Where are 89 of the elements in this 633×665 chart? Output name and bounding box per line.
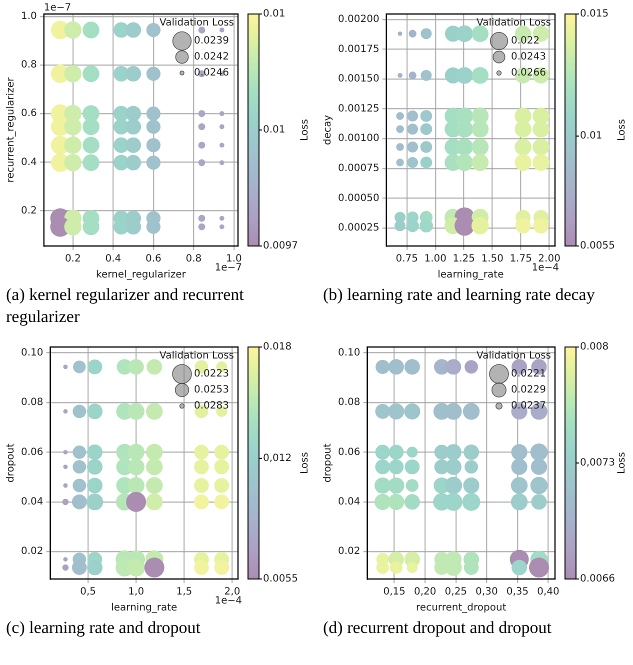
legend-title: Validation Loss: [160, 350, 234, 362]
color-bar-label: 0.0066: [580, 574, 615, 585]
legend-label: 0.0239: [194, 36, 229, 47]
x-tick-label: 0,20: [414, 586, 436, 598]
y-tick-label: 0.2: [20, 205, 37, 216]
y-tick-label: 0.10: [338, 347, 360, 358]
x-tick-label: 1.75: [510, 254, 532, 265]
text: 1e−7: [214, 262, 242, 274]
y-tick-label: 0.02: [338, 546, 360, 558]
x-tick-label: 1.25: [452, 254, 475, 265]
text: (c) learning rate and dropout: [6, 617, 202, 639]
legend-label: 0.022: [511, 36, 540, 47]
legend-label: 0.0242: [194, 52, 229, 63]
text: (a) kernel regularizer and recurrent regularizer: [6, 284, 245, 328]
x-tick-label: 0,25: [444, 586, 468, 598]
y-tick-label: 0.04: [21, 496, 44, 508]
color-bar-label: 0,0073: [580, 458, 615, 469]
y-tick-label: 0.08: [338, 397, 360, 408]
x-axis-title: learning_rate: [438, 270, 504, 281]
y-tick-label: 0.6: [20, 108, 37, 120]
x-tick-label: 0,15: [383, 586, 406, 598]
y-tick-label: 0.00050: [338, 192, 380, 204]
color-bar-label: 0.01: [580, 130, 602, 142]
y-axis-title: dropout: [6, 443, 17, 483]
y-tick-label: 0.10: [21, 347, 44, 358]
x-tick-label: 1.00: [424, 254, 446, 265]
y-tick-label: 0.06: [21, 446, 44, 458]
x-tick-label: 0,5: [80, 586, 96, 598]
x-axis-title: recurrent_dropout: [416, 602, 506, 614]
x-axis-title: learning_rate: [111, 602, 178, 614]
text: (d) recurrent dropout and dropout: [323, 617, 552, 639]
color-bar-label: 0,012: [263, 452, 292, 464]
y-axis-title: dropout: [322, 443, 334, 483]
x-tick-label: 0.75: [396, 254, 418, 265]
legend-label: 0.0246: [194, 68, 229, 79]
legend-label: 0.0221: [511, 368, 546, 380]
x-tick-label: 0,40: [537, 586, 560, 598]
text: 1e−4: [214, 596, 242, 607]
legend-label: 0.0229: [511, 384, 546, 396]
y-tick-label: 0.00150: [338, 74, 380, 85]
legend-label: 0.0266: [511, 68, 546, 79]
y-axis-title: recurrent_regularizer: [6, 76, 17, 183]
x-tick-label: 0,35: [506, 586, 529, 598]
color-bar-title: Loss: [300, 452, 311, 474]
y-axis-title: decay: [322, 114, 334, 146]
x-tick-label: 0.8: [186, 254, 202, 265]
color-bar-title: Loss: [300, 119, 311, 141]
color-bar-label: 0.0055: [263, 574, 298, 585]
y-tick-label: 0.00100: [338, 133, 380, 144]
x-tick-label: 0.2: [64, 254, 81, 265]
color-bar-label: 0.015: [580, 8, 609, 20]
legend-label: 0.0253: [194, 384, 229, 396]
color-bar-label: 0.008: [580, 342, 609, 353]
legend-title: Validation Loss: [160, 18, 234, 29]
color-bar-label: 0.01: [263, 124, 286, 136]
legend-label: 0.0223: [194, 368, 229, 380]
legend-title: Validation Loss: [476, 18, 551, 29]
y-tick-label: 0.00200: [338, 14, 380, 25]
y-tick-label: 0.8: [20, 60, 37, 71]
x-axis-title: kernel_regularizer: [96, 270, 187, 281]
text: 1e−7: [44, 2, 72, 14]
y-tick-label: 0.04: [338, 496, 360, 508]
y-tick-label: 0.06: [338, 446, 360, 458]
color-bar-label: 0.01: [263, 8, 286, 20]
y-tick-label: 1.0: [20, 11, 37, 22]
x-tick-label: 1,5: [176, 586, 192, 598]
y-tick-label: 0.00025: [338, 222, 380, 234]
y-tick-label: 0.08: [21, 397, 44, 408]
y-tick-label: 0.4: [20, 156, 37, 168]
color-bar-title: Loss: [616, 119, 628, 141]
x-tick-label: 0.6: [145, 254, 162, 265]
y-tick-label: 0.00175: [338, 44, 380, 55]
x-tick-label: 0,30: [476, 586, 498, 598]
color-bar-label: 0.018: [263, 342, 292, 353]
text: 1e−4: [532, 262, 559, 274]
y-tick-label: 0.00125: [338, 103, 380, 114]
legend-label: 0.0237: [511, 400, 546, 412]
y-tick-label: 0.00075: [338, 163, 380, 174]
y-tick-label: 0.02: [21, 546, 44, 558]
legend-label: 0.0283: [194, 400, 229, 412]
legend-label: 0.0243: [511, 52, 546, 63]
text: (b) learning rate and learning rate decay: [323, 284, 596, 306]
color-bar-title: Loss: [616, 452, 628, 474]
x-tick-label: 1,0: [128, 586, 144, 598]
x-tick-label: 1.50: [481, 254, 504, 265]
legend-title: Validation Loss: [476, 350, 551, 362]
color-bar-label: 0.0097: [263, 240, 298, 252]
x-tick-label: 0.4: [105, 254, 122, 265]
color-bar-label: 0.0055: [580, 240, 615, 252]
